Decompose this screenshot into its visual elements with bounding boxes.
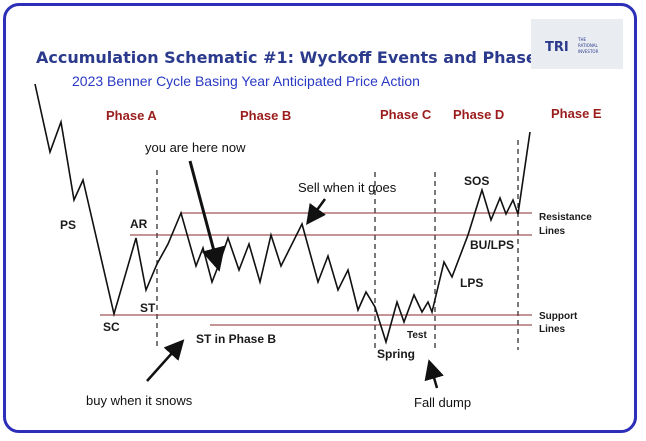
note-buy: buy when it snows bbox=[86, 393, 193, 408]
arrow-you-are-here bbox=[188, 160, 225, 272]
event-sos: SOS bbox=[464, 174, 489, 188]
phase-d-label: Phase D bbox=[453, 107, 504, 122]
event-bu-lps: BU/LPS bbox=[470, 238, 514, 252]
phase-e-label: Phase E bbox=[551, 106, 602, 121]
event-spring: Spring bbox=[377, 347, 415, 361]
arrow-sell bbox=[306, 198, 327, 226]
phase-b-label: Phase B bbox=[240, 108, 291, 123]
note-fall-dump: Fall dump bbox=[414, 395, 471, 410]
diagram-subtitle: 2023 Benner Cycle Basing Year Anticipate… bbox=[72, 73, 420, 89]
logo-name-line2: RATIONAL bbox=[578, 43, 599, 48]
event-st-phase-b: ST in Phase B bbox=[196, 332, 276, 346]
phase-a-label: Phase A bbox=[106, 108, 157, 123]
price-path bbox=[34, 83, 531, 345]
note-you-are-here: you are here now bbox=[145, 140, 246, 155]
note-sell: Sell when it goes bbox=[298, 180, 397, 195]
event-ar: AR bbox=[130, 217, 148, 231]
arrow-buy bbox=[146, 339, 185, 382]
logo-name-line1: THE bbox=[577, 37, 586, 42]
label-resistance-lines: Lines bbox=[539, 226, 566, 237]
arrow-fall-dump bbox=[424, 359, 444, 389]
diagram-title: Accumulation Schematic #1: Wyckoff Event… bbox=[36, 48, 546, 67]
event-lps: LPS bbox=[460, 276, 483, 290]
logo-mark: TRI bbox=[545, 40, 569, 55]
label-resistance: Resistance bbox=[539, 212, 592, 223]
level-lines bbox=[100, 212, 532, 326]
phase-c-label: Phase C bbox=[380, 107, 432, 122]
event-sc: SC bbox=[103, 320, 120, 334]
event-st: ST bbox=[140, 301, 156, 315]
event-test: Test bbox=[407, 330, 427, 341]
logo: TRI THE RATIONAL INVESTOR bbox=[531, 19, 623, 69]
event-ps: PS bbox=[60, 218, 76, 232]
label-support-lines: Lines bbox=[539, 324, 566, 335]
logo-name-line3: INVESTOR bbox=[578, 49, 599, 54]
label-support: Support bbox=[539, 311, 578, 322]
